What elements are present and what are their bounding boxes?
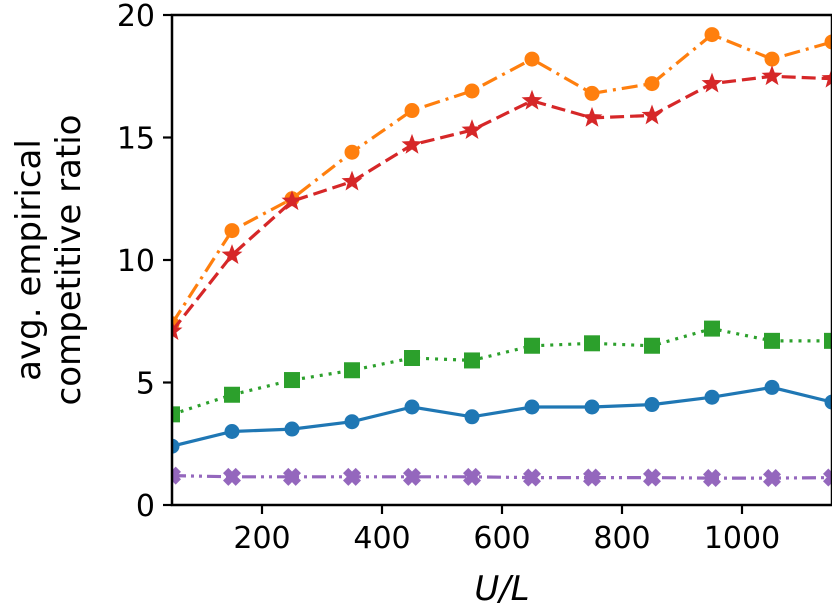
data-point [704,27,720,43]
y-tick-label: 0 [136,489,155,524]
series-green [172,320,832,423]
y-axis-label-text: avg. empiricalcompetitive ratio [9,115,89,406]
series-orange [172,27,832,332]
data-point [464,409,480,425]
data-point [701,72,723,93]
series-green-line [172,326,832,416]
data-point [761,65,783,86]
data-point [644,397,660,413]
x-axis: 200 400 600 800 1000 [233,505,780,556]
series-purple [172,466,832,488]
data-point [224,386,240,403]
data-point [823,468,832,487]
data-point [524,399,540,415]
y-axis-label-line: competitive ratio [49,115,89,406]
data-point [283,467,301,486]
data-point [401,133,423,154]
data-point [344,414,360,430]
data-point [404,399,420,415]
data-point [221,244,243,264]
series-blue [172,379,832,454]
data-point [524,51,540,67]
data-point [403,467,421,486]
data-point [224,424,240,439]
y-axis: 0 5 10 15 20 [117,0,172,524]
data-point [824,332,832,349]
x-tick-label: 1000 [704,521,780,556]
data-point [223,467,241,486]
data-point [524,337,540,354]
data-point [344,144,360,160]
data-point [764,379,780,395]
y-tick-label: 15 [117,122,155,157]
data-point [644,337,660,354]
data-point [341,170,363,191]
data-point [584,335,600,352]
data-point [643,468,661,487]
data-point [584,399,600,415]
data-point [703,469,721,488]
data-point [404,350,420,366]
data-point [172,466,181,485]
y-tick-label: 10 [117,244,155,279]
x-axis-label: U/L [474,569,529,609]
series-red [172,65,832,340]
data-point [344,362,360,379]
data-point [584,85,600,101]
y-tick-label: 5 [136,367,155,402]
data-point [172,406,180,423]
data-point [583,468,601,487]
data-point [224,223,240,239]
series-orange-line [172,32,832,325]
data-point [824,34,832,50]
plot-marks [172,27,832,488]
data-point [704,389,720,405]
data-point [464,352,480,369]
x-tick-label: 400 [353,521,410,556]
data-point [343,467,361,486]
data-point [644,76,660,92]
data-point [824,394,832,410]
data-point [521,89,543,110]
x-tick-label: 800 [593,521,650,556]
data-point [464,83,480,99]
data-point [763,469,781,488]
series-blue-line [172,385,832,448]
data-point [284,372,300,389]
data-point [404,103,420,119]
data-point [463,467,481,486]
y-axis-label: avg. empiricalcompetitive ratio [9,115,89,406]
x-tick-label: 200 [233,521,290,556]
data-point [764,332,780,349]
data-point [704,320,720,337]
data-point [821,67,832,88]
data-point [764,51,780,67]
data-point [523,468,541,487]
data-point [461,119,483,140]
data-point [172,438,180,454]
y-tick-label: 20 [117,0,155,34]
data-point [172,320,183,340]
y-axis-label-line: avg. empirical [9,139,49,381]
data-point [641,104,663,125]
series-red-line [172,74,832,333]
data-point [284,421,300,437]
data-point [281,190,303,211]
x-tick-label: 600 [473,521,530,556]
series-purple-line [172,474,832,480]
data-point [581,106,603,127]
